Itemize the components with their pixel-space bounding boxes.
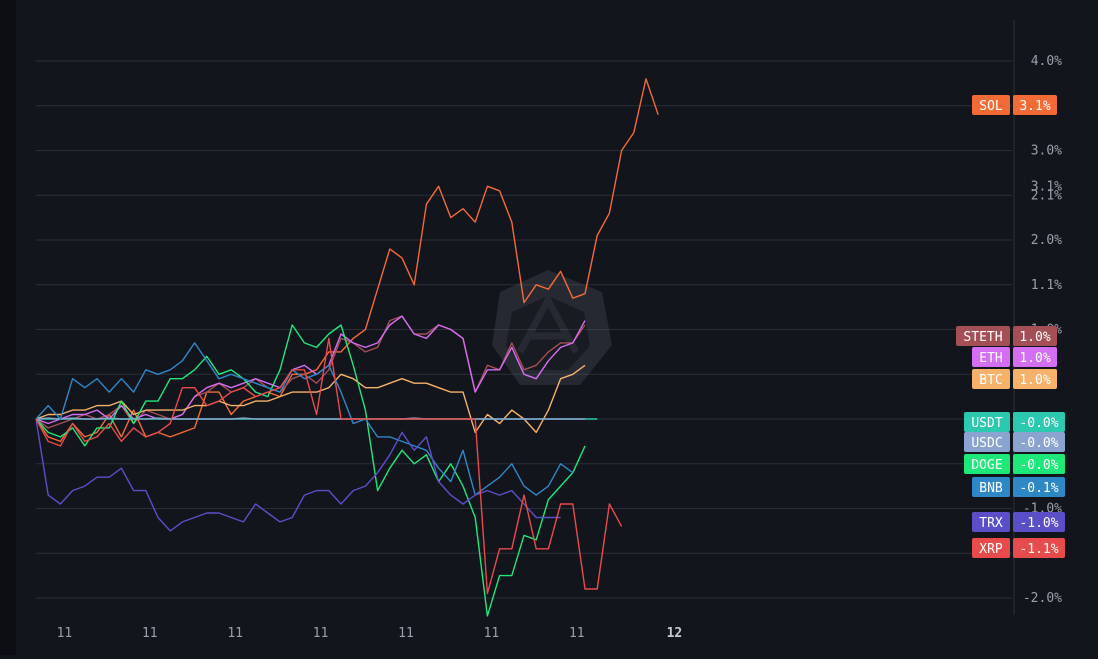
x-axis: 11 11 11 11 11 11 11 12	[57, 626, 683, 641]
series-tag-name-bg	[972, 512, 1010, 532]
x-tick-label: 11	[227, 626, 243, 641]
series-tag-doge[interactable]: DOGE -0.0%	[964, 454, 1065, 474]
x-tick-label: 11	[484, 626, 500, 641]
series-tag-xrp[interactable]: XRP -1.1%	[972, 538, 1065, 558]
series-tag-name: TRX	[979, 516, 1003, 531]
series-tag-value-bg	[1013, 477, 1065, 497]
series-tag-value-bg	[1013, 538, 1065, 558]
series-tag-usdt[interactable]: USDT -0.0%	[964, 412, 1065, 432]
y-tick-label: -2.0%	[1023, 591, 1062, 606]
series-tags: SOL 3.1%STETH 1.0%ETH 1.0%BTC 1.0%USDT -0.0%U…	[956, 95, 1065, 558]
series-line-trx[interactable]	[35, 418, 561, 532]
series-tag-name-bg	[972, 95, 1010, 115]
series-tag-name: USDT	[971, 416, 1002, 431]
series-tag-value-bg	[1013, 326, 1057, 346]
y-tick-label: 3.1%	[1031, 179, 1062, 194]
series-tag-value: -0.1%	[1019, 481, 1058, 496]
series-tag-value: -0.0%	[1019, 436, 1058, 451]
series-line-usdc[interactable]	[35, 417, 585, 420]
series-tag-value-bg	[1013, 432, 1065, 452]
series-tag-value-bg	[1013, 412, 1065, 432]
series-tag-name-bg	[972, 538, 1010, 558]
x-tick-label: 12	[667, 626, 683, 641]
series-tag-value: -1.1%	[1019, 542, 1058, 557]
series-tag-name-bg	[964, 412, 1010, 432]
series-tag-value-bg	[1013, 454, 1065, 474]
series-tag-value-bg	[1013, 95, 1057, 115]
series-tag-value: 3.1%	[1019, 99, 1050, 114]
series-tag-name: DOGE	[971, 458, 1002, 473]
series-tag-steth[interactable]: STETH 1.0%	[956, 326, 1057, 346]
series-tag-bnb[interactable]: BNB -0.1%	[972, 477, 1065, 497]
y-tick-label: 2.1%	[1031, 188, 1062, 203]
x-tick-label: 11	[398, 626, 414, 641]
series-line-steth[interactable]	[35, 315, 586, 429]
series-tag-value: 1.0%	[1019, 351, 1050, 366]
series-tag-value-bg	[1013, 512, 1065, 532]
series-tag-value-bg	[1013, 347, 1057, 367]
x-tick-label: 11	[313, 626, 329, 641]
series-line-xrp[interactable]	[35, 337, 623, 595]
x-tick-label: 11	[569, 626, 585, 641]
series-tag-name-bg	[972, 477, 1010, 497]
series-tag-name: XRP	[979, 542, 1003, 557]
y-tick-label: 1.1%	[1031, 278, 1062, 293]
series-line-bnb[interactable]	[35, 342, 574, 496]
series-tag-btc[interactable]: BTC 1.0%	[972, 369, 1057, 389]
left-edge-panel	[0, 0, 16, 655]
series-tag-sol[interactable]: SOL 3.1%	[972, 95, 1057, 115]
series-tag-value: 1.0%	[1019, 373, 1050, 388]
series-tag-trx[interactable]: TRX -1.0%	[972, 512, 1065, 532]
series-tag-value: -0.0%	[1019, 458, 1058, 473]
x-tick-label: 11	[57, 626, 73, 641]
y-tick-label: 2.0%	[1031, 233, 1062, 248]
series-tag-value: -1.0%	[1019, 516, 1058, 531]
series-tag-name-bg	[964, 432, 1010, 452]
series-tag-name: STETH	[963, 330, 1002, 345]
series-tag-name: ETH	[979, 351, 1002, 366]
series-tag-name: BTC	[979, 373, 1002, 388]
watermark-logo	[492, 270, 612, 385]
y-tick-label: 4.0%	[1031, 54, 1062, 69]
series-tag-name-bg	[956, 326, 1010, 346]
series-tag-name: SOL	[979, 99, 1003, 114]
series-tag-name-bg	[972, 369, 1010, 389]
series-tag-name: USDC	[971, 436, 1002, 451]
series-tag-value-bg	[1013, 369, 1057, 389]
series-tag-usdc[interactable]: USDC -0.0%	[964, 432, 1065, 452]
y-tick-label: 3.0%	[1031, 144, 1062, 159]
series-tag-name: BNB	[979, 481, 1003, 496]
x-tick-label: 11	[142, 626, 158, 641]
series-line-doge[interactable]	[35, 324, 586, 617]
series-tag-value: -0.0%	[1019, 416, 1058, 431]
series-tag-name-bg	[964, 454, 1010, 474]
series-line-btc[interactable]	[35, 364, 586, 434]
series-layer	[35, 78, 659, 617]
series-tag-eth[interactable]: ETH 1.0%	[972, 347, 1057, 367]
series-tag-value: 1.0%	[1019, 330, 1050, 345]
series-tag-name-bg	[972, 347, 1010, 367]
